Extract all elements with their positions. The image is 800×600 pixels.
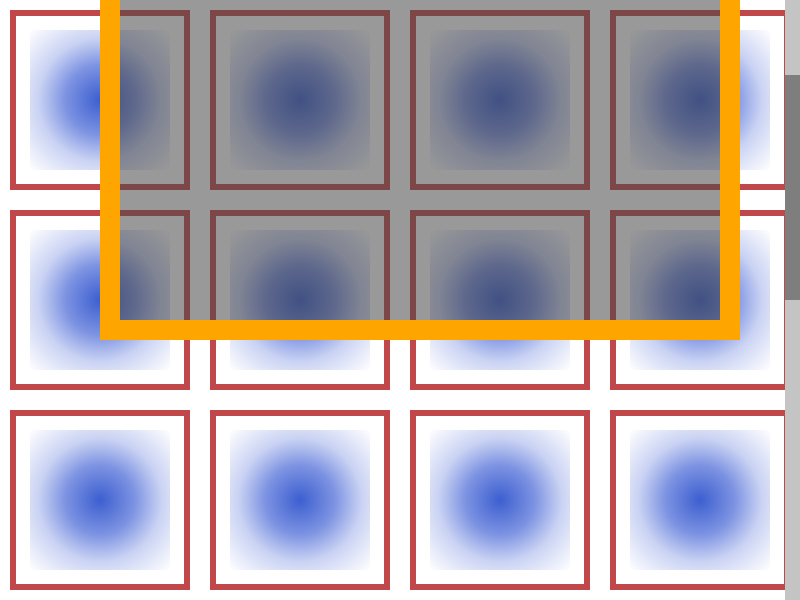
radial-blue-glow-icon <box>430 430 570 570</box>
tile <box>10 410 190 590</box>
radial-blue-glow-icon <box>230 430 370 570</box>
radial-blue-glow-icon <box>30 430 170 570</box>
radial-blue-glow-icon <box>630 430 770 570</box>
tile <box>610 410 785 590</box>
vertical-scrollbar[interactable] <box>785 0 800 600</box>
scrollbar-thumb[interactable] <box>785 75 800 300</box>
tile <box>210 410 390 590</box>
tile <box>410 410 590 590</box>
selection-overlay[interactable] <box>100 0 740 340</box>
